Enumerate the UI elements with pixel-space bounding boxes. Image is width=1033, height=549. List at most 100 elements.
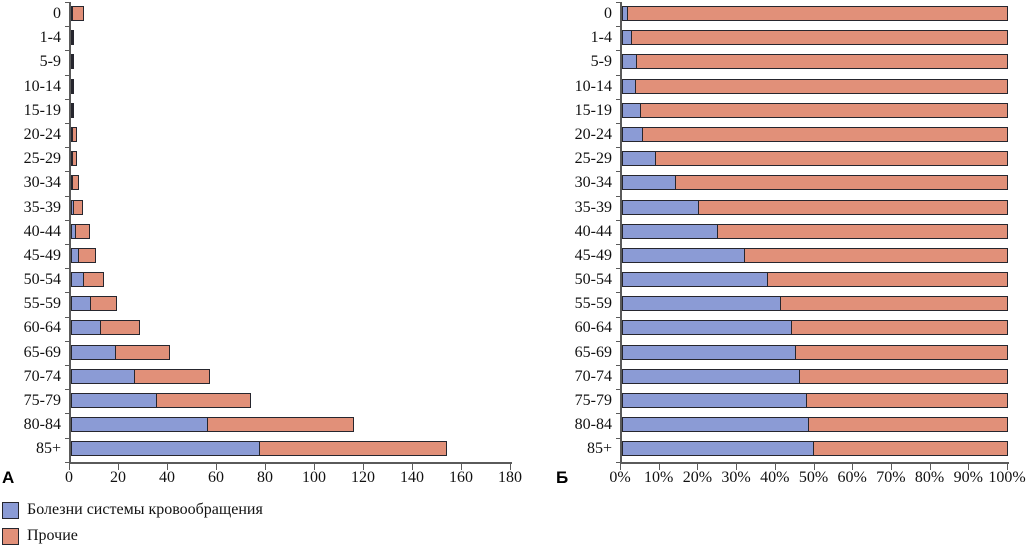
x-axis-tick-label: 50% <box>798 469 829 486</box>
bar-segment-other <box>697 199 1008 215</box>
y-axis-tick <box>65 74 69 76</box>
x-axis-tick-label: 0 <box>65 469 73 486</box>
y-axis-label: 1-4 <box>590 29 612 47</box>
bar-row <box>622 220 1009 244</box>
x-axis-tick-label: 20 <box>110 469 126 486</box>
x-axis-tick-label: 160 <box>449 469 473 486</box>
y-axis-tick <box>616 74 620 76</box>
y-axis-tick <box>65 2 69 3</box>
x-axis-tick <box>890 464 892 470</box>
bar-segment-other <box>75 223 91 239</box>
y-axis-labels: 0 1-4 5-9 10-14 15-19 20-24 25-29 30-34 35-39 40-… <box>556 2 612 462</box>
y-axis-tick <box>616 195 620 197</box>
bar-segment-other <box>100 320 140 336</box>
x-axis-tick <box>968 464 970 470</box>
y-axis-tick <box>616 2 620 3</box>
bar-segment-other <box>798 368 1008 384</box>
bar-row <box>622 123 1009 147</box>
y-axis-label: 35-39 <box>23 198 61 216</box>
y-axis-label: 40-44 <box>574 222 612 240</box>
x-axis-tick <box>167 464 168 470</box>
bar-row <box>71 341 512 365</box>
x-axis-tick <box>69 464 70 470</box>
bar-segment-other <box>790 320 1008 336</box>
y-axis-label: 55-59 <box>574 295 612 313</box>
bar-row <box>622 316 1009 340</box>
bar-segment-other <box>82 272 104 288</box>
bar-segment-other <box>641 126 1008 142</box>
bar-segment-circulatory <box>622 417 809 433</box>
bar-row <box>622 99 1009 123</box>
bar-row <box>622 26 1009 50</box>
y-axis-tick <box>65 437 69 439</box>
bar-segment-circulatory <box>622 272 768 288</box>
y-axis-tick <box>65 413 69 415</box>
x-axis-tick-label: 100 <box>302 469 326 486</box>
bar-segment-circulatory <box>622 151 656 167</box>
bar-segment-other <box>626 6 1008 21</box>
x-axis-tick <box>363 464 364 470</box>
bar-segment-other <box>78 247 97 263</box>
x-axis-tick <box>461 464 462 470</box>
y-axis-label: 15-19 <box>23 101 61 119</box>
bar-segment-circulatory <box>622 175 677 191</box>
y-axis-tick <box>616 50 620 52</box>
bar-segment-other <box>805 393 1008 408</box>
bar-segment-other <box>766 272 1008 288</box>
bar-row <box>71 268 512 292</box>
y-axis-tick <box>616 123 620 124</box>
legend-swatch-circulatory-icon <box>2 501 19 519</box>
legend-label-other: Прочие <box>27 527 78 544</box>
y-axis-label: 70-74 <box>23 367 61 385</box>
bar-row <box>71 316 512 340</box>
plot-area <box>65 2 512 464</box>
bar-row <box>71 75 512 99</box>
y-axis-label: 40-44 <box>23 222 61 240</box>
x-axis-tick-label: 40% <box>760 469 790 486</box>
bar-row <box>622 341 1009 365</box>
y-axis-tick <box>616 26 620 28</box>
bar-segment-other <box>72 199 84 215</box>
bar-row <box>71 123 512 147</box>
y-axis-tick <box>616 413 620 415</box>
plot-area <box>616 2 1009 464</box>
bar-row <box>71 147 512 171</box>
bar-segment-other <box>72 30 74 46</box>
y-axis-tick <box>65 219 69 221</box>
x-axis-tick-label: 0% <box>609 469 631 486</box>
y-axis-label: 80-84 <box>574 416 612 434</box>
y-axis-tick <box>65 98 69 100</box>
y-axis-label: 5-9 <box>39 53 61 71</box>
x-axis-tick-label: 100% <box>988 469 1026 486</box>
x-axis-tick <box>412 464 413 470</box>
y-axis-label: 20-24 <box>574 125 612 143</box>
y-axis-tick <box>65 461 69 463</box>
panel-label-b: Б <box>556 468 569 487</box>
bar-row <box>71 220 512 244</box>
bar-segment-other <box>207 417 355 433</box>
bar-segment-other <box>631 30 1008 46</box>
x-axis-tick <box>813 464 815 470</box>
bar-row <box>71 2 512 26</box>
bar-row <box>622 171 1009 195</box>
bar-segment-circulatory <box>622 441 814 457</box>
y-axis-tick <box>616 437 620 439</box>
x-axis-tick <box>510 464 511 470</box>
y-axis-label: 80-84 <box>23 416 61 434</box>
bar-segment-circulatory <box>622 393 807 408</box>
bar-row <box>622 2 1009 26</box>
y-axis-label: 25-29 <box>23 150 61 168</box>
x-axis-tick-label: 70% <box>876 469 906 486</box>
x-axis-tick-label: 90% <box>953 469 983 486</box>
y-axis-tick <box>65 268 69 270</box>
bar-segment-other <box>794 344 1008 360</box>
bar-row <box>71 196 512 220</box>
y-axis-label: 65-69 <box>574 343 612 361</box>
y-axis-tick <box>65 389 69 391</box>
bar-row <box>622 437 1009 461</box>
bar-row <box>622 75 1009 99</box>
bar-segment-other <box>675 175 1008 191</box>
y-axis-label: 25-29 <box>574 150 612 168</box>
bar-segment-circulatory <box>622 223 719 239</box>
